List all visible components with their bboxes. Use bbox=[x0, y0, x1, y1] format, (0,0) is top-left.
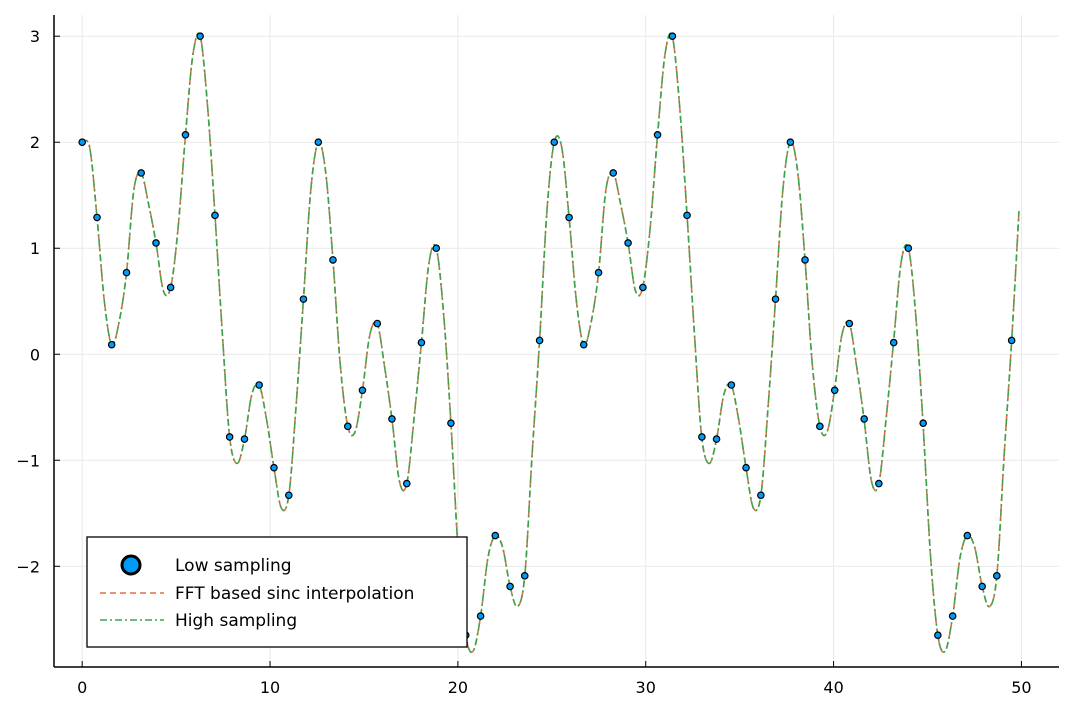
low-sampling-point bbox=[904, 244, 913, 253]
low-sampling-point bbox=[594, 268, 603, 277]
low-sampling-point bbox=[417, 338, 426, 347]
low-sampling-point bbox=[535, 336, 544, 345]
low-sampling-point bbox=[1007, 336, 1016, 345]
low-sampling-point bbox=[639, 283, 647, 292]
high-sampling-line bbox=[81, 32, 1020, 653]
x-tick-label: 0 bbox=[77, 678, 87, 697]
low-sampling-point bbox=[550, 138, 559, 147]
low-sampling-point bbox=[875, 479, 883, 488]
low-sampling-point bbox=[816, 422, 824, 431]
low-sampling-point bbox=[107, 340, 116, 349]
ticks: 0 10 20 30 40 50 −2 −1 0 1 2 3 bbox=[16, 27, 1031, 697]
low-sampling-point bbox=[447, 419, 455, 427]
low-sampling-point bbox=[255, 381, 263, 389]
low-sampling-point bbox=[181, 130, 190, 139]
y-tick-label: −1 bbox=[16, 451, 40, 470]
low-sampling-point bbox=[299, 295, 308, 303]
low-sampling-point bbox=[579, 340, 588, 349]
low-sampling-point bbox=[948, 612, 957, 620]
low-sampling-point bbox=[491, 531, 500, 540]
low-sampling-point bbox=[270, 463, 278, 472]
low-sampling-point bbox=[388, 415, 396, 423]
low-sampling-point bbox=[668, 32, 677, 41]
low-sampling-point bbox=[742, 463, 750, 472]
low-sampling-point bbox=[432, 244, 441, 253]
low-sampling-point bbox=[565, 213, 573, 222]
low-sampling-point bbox=[786, 138, 795, 147]
low-sampling-point bbox=[196, 32, 204, 41]
low-sampling-point bbox=[993, 572, 1001, 580]
low-sampling-point bbox=[78, 138, 86, 147]
low-sampling-point bbox=[801, 256, 809, 264]
low-sampling-point bbox=[402, 479, 411, 488]
y-tick-label: −2 bbox=[16, 557, 40, 576]
low-sampling-point bbox=[343, 422, 352, 431]
axes bbox=[53, 15, 1059, 668]
low-sampling-point bbox=[329, 256, 337, 264]
low-sampling-point bbox=[358, 386, 367, 395]
low-sampling-point bbox=[506, 582, 514, 591]
x-tick-label: 40 bbox=[823, 678, 843, 697]
legend-label: FFT based sinc interpolation bbox=[175, 584, 414, 604]
low-sampling-point bbox=[314, 138, 323, 147]
low-sampling-point bbox=[225, 433, 234, 441]
low-sampling-point bbox=[830, 386, 839, 395]
low-sampling-point bbox=[845, 319, 854, 328]
low-sampling-point bbox=[624, 239, 632, 247]
low-sampling-point bbox=[963, 531, 972, 540]
low-sampling-point bbox=[889, 338, 898, 347]
low-sampling-point bbox=[122, 268, 131, 277]
low-sampling-point bbox=[934, 631, 942, 639]
low-sampling-point bbox=[771, 295, 780, 303]
low-sampling-point bbox=[609, 169, 618, 177]
low-sampling-point bbox=[860, 415, 868, 423]
x-tick-label: 10 bbox=[260, 678, 280, 697]
y-tick-label: 3 bbox=[30, 27, 40, 46]
low-sampling-point bbox=[137, 169, 145, 177]
x-tick-label: 30 bbox=[636, 678, 656, 697]
low-sampling-point bbox=[727, 381, 736, 389]
low-sampling-point bbox=[520, 572, 529, 580]
low-sampling-point bbox=[166, 283, 175, 292]
low-sampling-point bbox=[757, 491, 765, 500]
low-sampling-point bbox=[476, 612, 485, 620]
y-tick-label: 1 bbox=[30, 239, 40, 258]
low-sampling-point bbox=[211, 211, 219, 220]
low-sampling-point bbox=[653, 130, 662, 139]
low-sampling-point bbox=[683, 211, 691, 220]
low-sampling-point bbox=[373, 319, 382, 328]
low-sampling-point bbox=[919, 419, 927, 427]
low-sampling-point bbox=[712, 435, 721, 443]
x-tick-label: 20 bbox=[448, 678, 468, 697]
y-tick-label: 2 bbox=[30, 133, 40, 152]
legend: Low sampling FFT based sinc interpolation… bbox=[86, 536, 468, 648]
low-sampling-point bbox=[285, 491, 293, 500]
legend-marker-low bbox=[120, 554, 142, 576]
low-sampling-point bbox=[152, 239, 160, 247]
legend-label: High sampling bbox=[175, 611, 297, 631]
legend-label: Low sampling bbox=[175, 556, 292, 576]
low-sampling-point bbox=[240, 435, 249, 443]
low-sampling-point bbox=[93, 213, 101, 222]
low-sampling-point bbox=[698, 433, 706, 441]
x-tick-label: 50 bbox=[1011, 678, 1031, 697]
legend-box bbox=[86, 536, 468, 648]
low-sampling-point bbox=[978, 582, 986, 591]
y-tick-label: 0 bbox=[30, 345, 40, 364]
